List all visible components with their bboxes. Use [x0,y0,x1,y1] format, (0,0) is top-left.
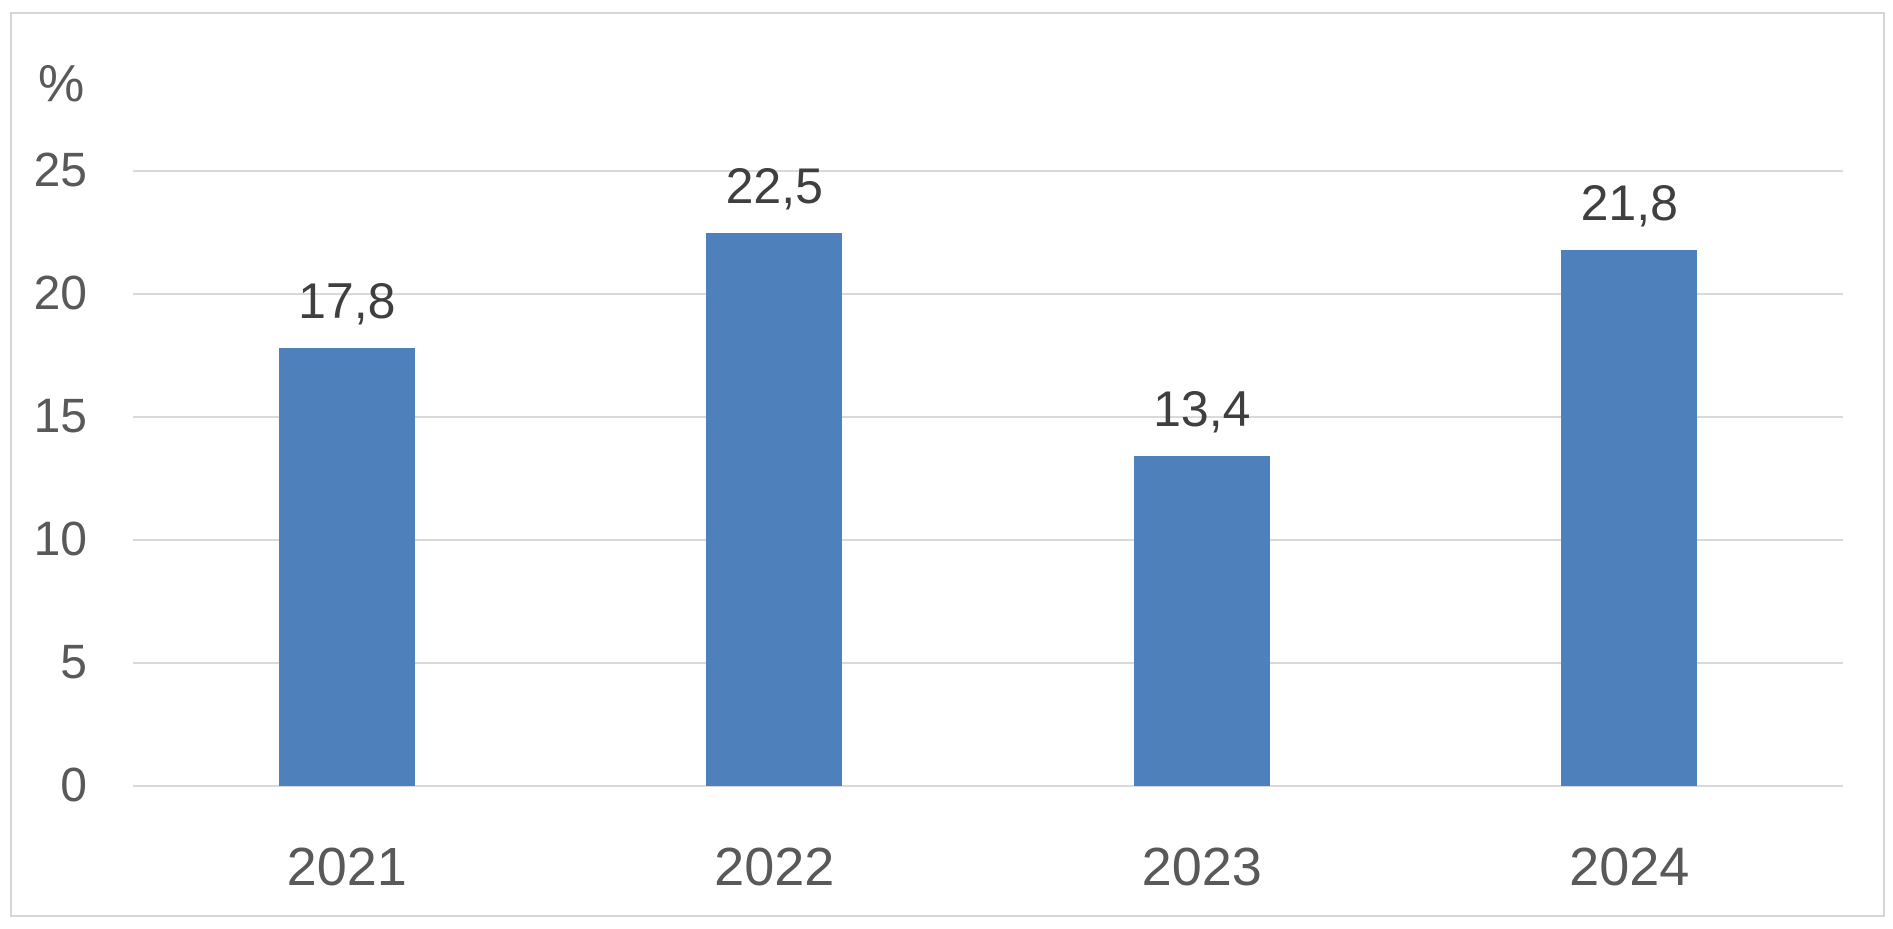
y-tick-label-20: 20 [33,267,87,320]
bar-value-label-2022: 22,5 [725,157,823,214]
y-tick-label-0: 0 [60,759,87,812]
bar-2023 [1133,456,1270,786]
y-tick-label-10: 10 [33,513,87,566]
bar-2024 [1561,249,1698,786]
bar-value-label-2024: 21,8 [1580,174,1678,231]
gridline-5 [133,662,1843,664]
y-tick-label-5: 5 [60,636,87,689]
gridline-25 [133,170,1843,172]
x-category-label-2024: 2024 [1569,837,1690,897]
gridline-20 [133,293,1843,295]
bar-2021 [278,348,415,786]
bar-value-label-2021: 17,8 [298,273,396,330]
bar-value-label-2023: 13,4 [1153,381,1251,438]
y-tick-label-15: 15 [33,390,87,443]
gridline-10 [133,539,1843,541]
bar-2022 [706,232,843,786]
x-category-label-2022: 2022 [714,837,835,897]
gridline-15 [133,416,1843,418]
x-category-label-2023: 2023 [1141,837,1262,897]
gridline-0 [133,785,1843,787]
x-category-label-2021: 2021 [286,837,407,897]
y-axis-title: % [38,55,85,113]
y-tick-label-25: 25 [33,144,87,197]
